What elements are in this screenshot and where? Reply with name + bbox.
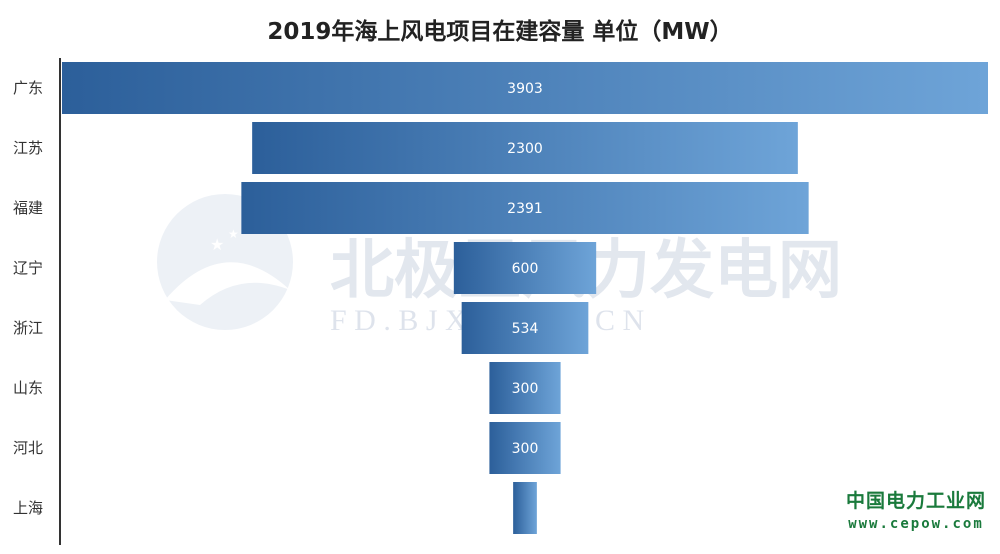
svg-text:★: ★ [228, 227, 239, 241]
brand-url: www.cepow.com [848, 516, 984, 532]
bar-5 [489, 362, 561, 414]
value-label-6: 300 [512, 441, 539, 457]
bar-3 [453, 242, 597, 294]
category-label-5: 山东 [13, 379, 43, 397]
bar-1 [252, 122, 798, 174]
value-label-0: 3903 [507, 81, 543, 97]
chart-title: 2019年海上风电项目在建容量 单位（MW） [267, 19, 733, 45]
svg-text:★: ★ [210, 235, 224, 254]
category-label-6: 河北 [13, 439, 43, 457]
bar-4 [461, 302, 589, 354]
value-label-5: 300 [512, 381, 539, 397]
bar-2 [241, 182, 809, 234]
category-label-1: 江苏 [13, 139, 43, 157]
value-label-1: 2300 [507, 141, 543, 157]
category-label-4: 浙江 [13, 319, 43, 337]
brand-name: 中国电力工业网 [845, 490, 986, 512]
value-label-3: 600 [512, 261, 539, 277]
brand-logo: 中国电力工业网 www.cepow.com [846, 486, 986, 532]
category-label-7: 上海 [13, 499, 43, 517]
bar-0 [62, 62, 988, 114]
value-label-2: 2391 [507, 201, 543, 217]
category-label-0: 广东 [13, 79, 43, 97]
value-labels: 3903 2300 2391 600 534 300 300 [507, 81, 543, 457]
value-label-4: 534 [512, 321, 539, 337]
category-label-3: 辽宁 [13, 259, 43, 277]
bar-7 [513, 482, 537, 534]
bars-group [62, 62, 988, 534]
bar-6 [489, 422, 561, 474]
category-label-2: 福建 [13, 199, 43, 217]
